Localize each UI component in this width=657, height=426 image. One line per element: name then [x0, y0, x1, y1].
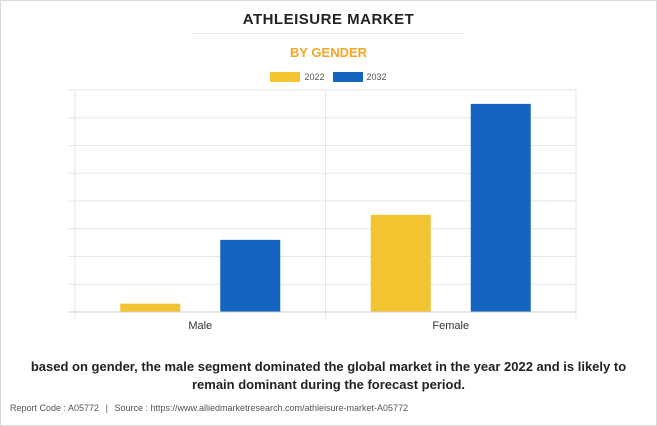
footer: Report Code : A05772 | Source : https://…: [10, 403, 408, 413]
legend-label-2032: 2032: [366, 72, 387, 82]
legend-label-2022: 2022: [304, 72, 325, 82]
legend-item-2032[interactable]: 2032: [332, 72, 387, 82]
bar-male-2022: [120, 303, 181, 312]
bar-female-2022: [370, 214, 431, 312]
x-tick-label-male: Male: [188, 320, 212, 332]
title-divider: [193, 33, 464, 34]
footer-separator: |: [105, 403, 108, 413]
bar-female-2032: [470, 103, 531, 312]
legend-item-2022[interactable]: 2022: [270, 72, 325, 82]
x-tick-label-female: Female: [432, 320, 469, 332]
chart-subtitle: BY GENDER: [289, 45, 368, 60]
legend-swatch-2022: [270, 72, 301, 82]
source-link[interactable]: Source : https://www.alliedmarketresearc…: [114, 403, 409, 413]
chart-legend: 2022 2032: [0, 72, 657, 82]
chart-title: ATHLEISURE MARKET: [242, 11, 415, 28]
legend-swatch-2032: [332, 72, 363, 82]
report-code: Report Code : A05772: [10, 403, 100, 413]
bar-male-2032: [220, 239, 281, 312]
chart-caption: based on gender, the male segment domina…: [30, 359, 627, 392]
